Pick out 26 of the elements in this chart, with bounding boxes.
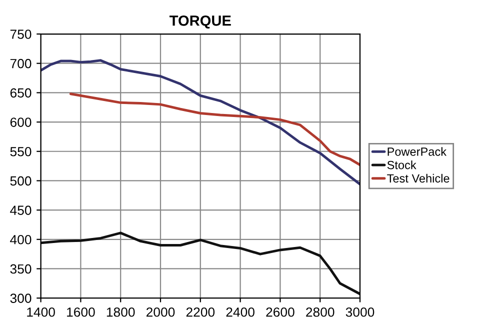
y-tick-label: 350 xyxy=(10,264,32,274)
y-tick-label: 650 xyxy=(10,88,32,98)
legend-label: Test Vehicle xyxy=(387,174,450,183)
line-series xyxy=(40,232,360,296)
y-tick-label: 550 xyxy=(10,146,32,156)
x-tick-label: 2600 xyxy=(266,307,294,317)
y-tick-label: 700 xyxy=(10,58,32,68)
x-tick-label: 3000 xyxy=(346,307,374,317)
legend-label: PowerPack xyxy=(388,147,447,156)
x-tick-label: 2400 xyxy=(226,307,254,317)
y-tick-label: 450 xyxy=(10,206,32,215)
y-tick-label: 300 xyxy=(10,294,32,303)
chart-title: TORQUE xyxy=(170,16,231,29)
legend-label: Stock xyxy=(387,160,416,170)
line-series xyxy=(69,92,360,166)
line-series xyxy=(40,59,360,186)
x-tick-label: 1400 xyxy=(27,307,55,317)
y-tick-label: 500 xyxy=(10,176,32,186)
x-tick-label: 2000 xyxy=(146,307,175,317)
x-tick-label: 2200 xyxy=(186,307,215,317)
x-tick-label: 1800 xyxy=(106,307,135,317)
y-tick-label: 750 xyxy=(10,30,32,39)
x-tick-label: 2800 xyxy=(306,307,334,317)
y-tick-label: 600 xyxy=(10,118,32,127)
x-tick-label: 1600 xyxy=(67,307,95,317)
y-tick-label: 400 xyxy=(10,234,32,244)
